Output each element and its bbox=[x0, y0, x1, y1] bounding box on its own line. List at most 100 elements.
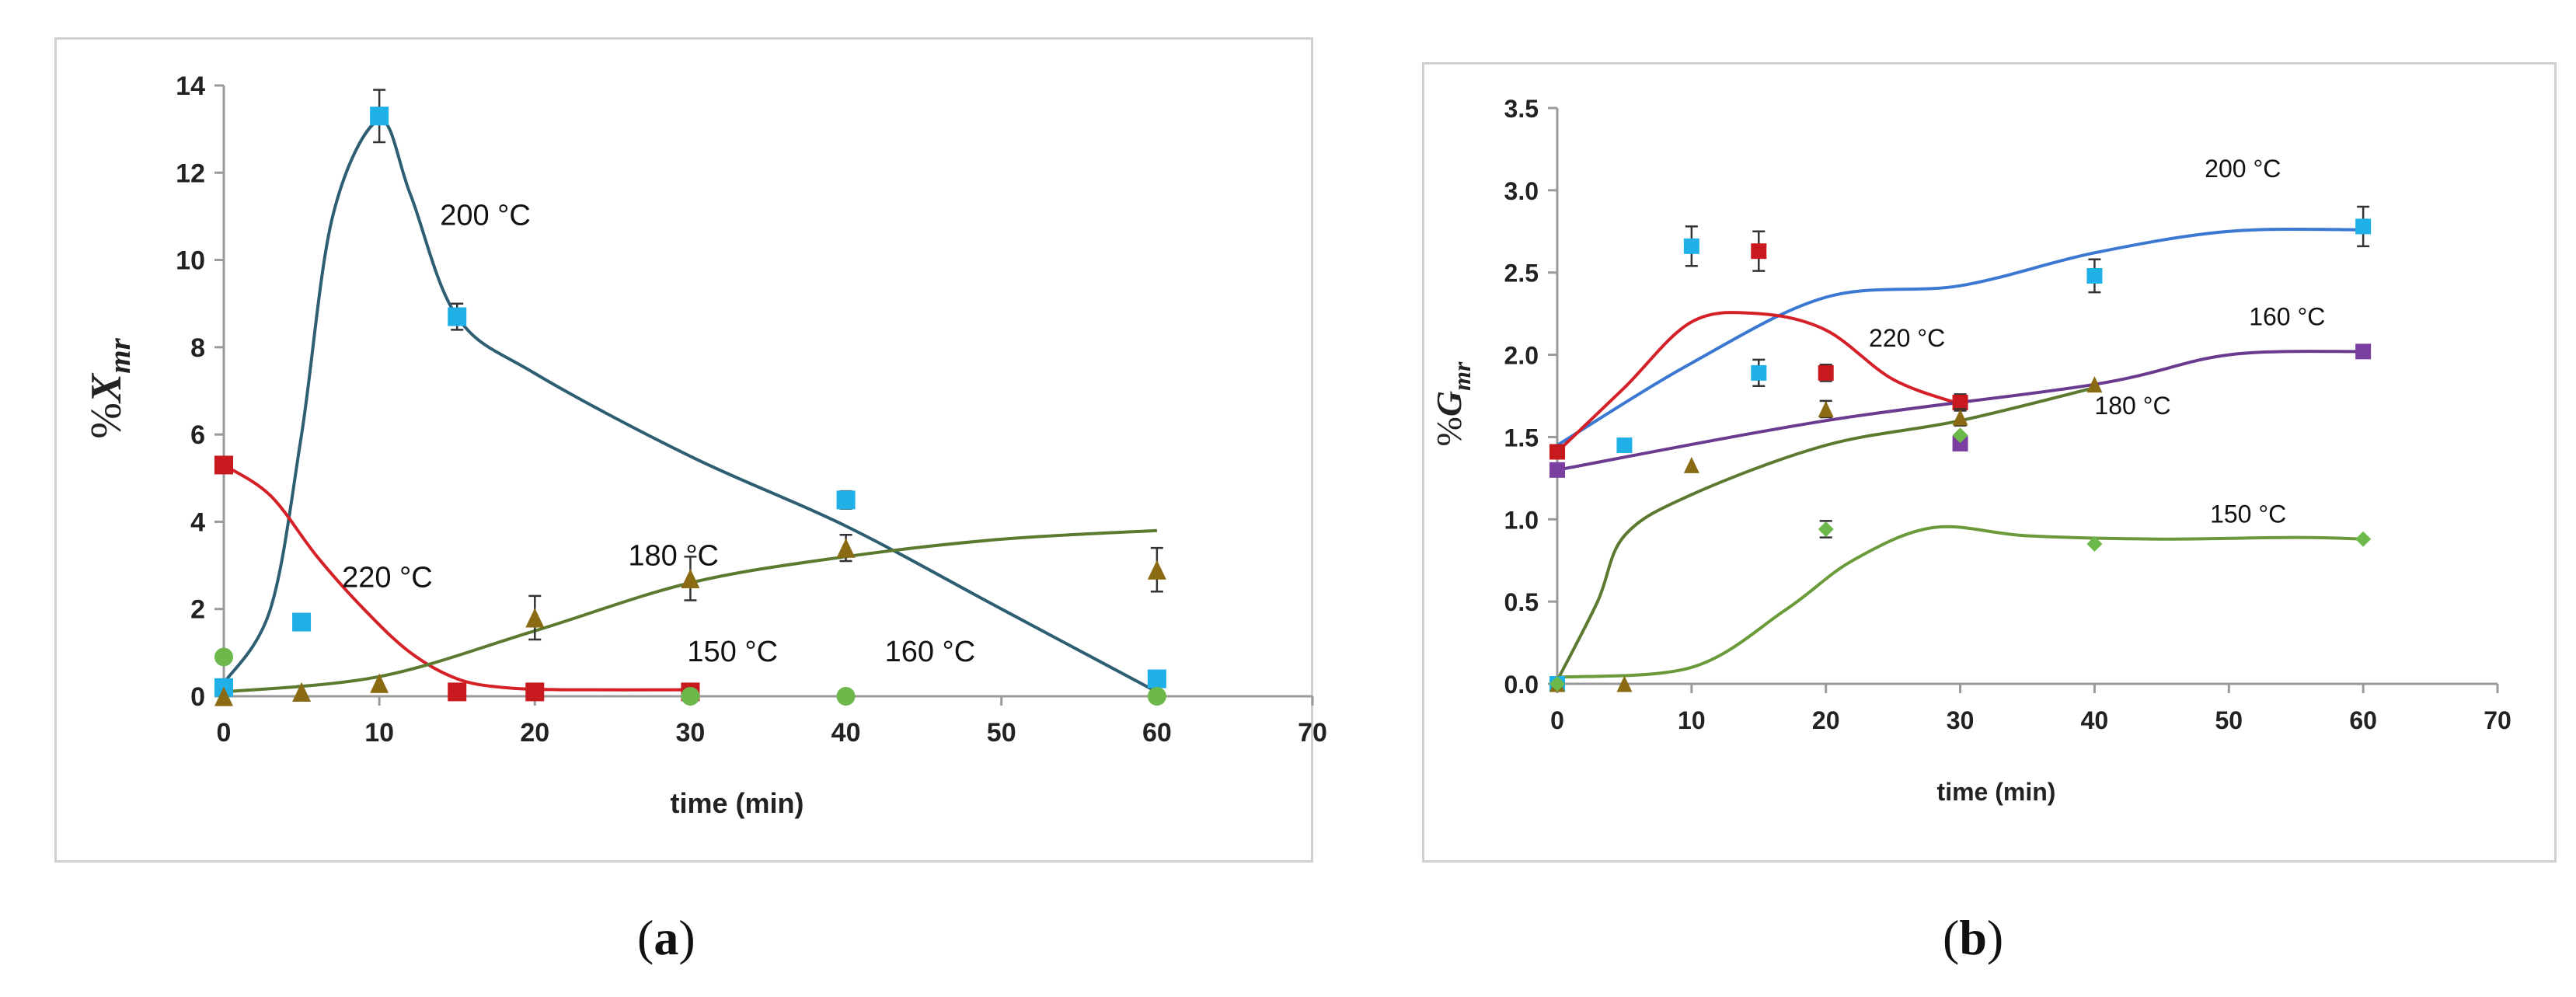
data-point-200c bbox=[1751, 364, 1767, 381]
curve-label-180c: 180 °C bbox=[628, 540, 719, 573]
y-tick-label: 6 bbox=[190, 420, 205, 450]
y-tick-label: 8 bbox=[190, 333, 205, 363]
data-point-220c bbox=[214, 455, 233, 475]
data-point-180c bbox=[2086, 376, 2103, 393]
y-tick-label: 14 bbox=[176, 71, 205, 101]
data-point-200c bbox=[836, 490, 856, 510]
data-point-180c bbox=[1683, 456, 1699, 473]
x-tick-label: 0 bbox=[1550, 706, 1564, 734]
y-tick-label: 2.0 bbox=[1504, 342, 1539, 370]
data-point-200c bbox=[2355, 218, 2372, 235]
data-point-180c bbox=[1952, 409, 1968, 426]
data-point-150c bbox=[1818, 521, 1834, 537]
x-axis-label: time (min) bbox=[1937, 778, 2056, 806]
x-tick-label: 70 bbox=[1298, 718, 1327, 748]
data-point-150c bbox=[681, 687, 700, 706]
y-tick-label: 0.0 bbox=[1504, 671, 1539, 699]
x-tick-label: 30 bbox=[676, 718, 706, 748]
data-point-180c bbox=[292, 682, 312, 702]
curve-label-160c: 160 °C bbox=[885, 636, 976, 668]
curve-label-150c: 150 °C bbox=[687, 636, 778, 668]
y-axis-label-prefix: % bbox=[82, 403, 131, 439]
x-tick-label: 60 bbox=[2349, 706, 2377, 734]
y-tick-label: 2 bbox=[190, 595, 205, 625]
data-point-220c bbox=[525, 682, 545, 702]
chart-panel-a bbox=[54, 37, 1313, 863]
x-tick-label: 60 bbox=[1142, 718, 1172, 748]
x-tick-label: 20 bbox=[1812, 706, 1840, 734]
caption-b-letter: b bbox=[1959, 910, 1987, 965]
curve-label-180c: 180 °C bbox=[2094, 392, 2170, 420]
y-axis-label-sub: mr bbox=[103, 337, 137, 373]
x-tick-label: 50 bbox=[987, 718, 1016, 748]
curve-label-200c: 200 °C bbox=[2205, 155, 2281, 183]
x-tick-label: 10 bbox=[364, 718, 394, 748]
curve-220c bbox=[1556, 311, 1961, 453]
y-axis-label-var: G bbox=[1429, 391, 1469, 417]
x-tick-label: 10 bbox=[1678, 706, 1706, 734]
curve-200c bbox=[1556, 227, 2364, 447]
data-point-150c bbox=[214, 647, 233, 667]
caption-a-letter: a bbox=[654, 910, 679, 965]
y-axis-label: %Gmr bbox=[1429, 361, 1476, 446]
data-point-150c bbox=[2086, 536, 2103, 553]
curve-160c bbox=[1556, 350, 2364, 472]
curve-150c bbox=[1556, 525, 2364, 679]
data-point-150c bbox=[1952, 427, 1968, 444]
x-tick-label: 30 bbox=[1947, 706, 1975, 734]
x-axis-label: time (min) bbox=[670, 787, 803, 819]
y-tick-label: 3.0 bbox=[1504, 177, 1539, 205]
x-tick-label: 40 bbox=[2081, 706, 2109, 734]
y-tick-label: 3.5 bbox=[1504, 95, 1539, 123]
curve-label-200c: 200 °C bbox=[440, 200, 531, 232]
data-point-200c bbox=[1147, 669, 1166, 688]
y-tick-label: 0 bbox=[190, 682, 205, 712]
data-point-160c bbox=[1952, 435, 1968, 451]
data-point-220c bbox=[1751, 243, 1767, 260]
data-point-150c bbox=[836, 687, 856, 706]
chart-b: 0 10 20 30 40 50 60 70 0.0 0.5 1.0 1.5 2.0 2.5 3.0 3.5 t… bbox=[1429, 95, 2512, 806]
y-tick-label: 1.5 bbox=[1504, 424, 1539, 451]
data-point-200c bbox=[292, 612, 312, 632]
data-point-220c bbox=[1952, 394, 1968, 410]
data-point-220c bbox=[1818, 364, 1834, 381]
curve-label-160c: 160 °C bbox=[2249, 302, 2325, 330]
data-point-200c bbox=[1616, 437, 1633, 454]
y-tick-label: 0.5 bbox=[1504, 588, 1539, 616]
chart-panel-b bbox=[1422, 62, 2557, 863]
x-tick-label: 50 bbox=[2215, 706, 2243, 734]
data-point-180c bbox=[1616, 675, 1633, 692]
y-tick-label: 10 bbox=[176, 246, 205, 276]
x-tick-label: 70 bbox=[2484, 706, 2512, 734]
y-tick-label: 1.0 bbox=[1504, 506, 1539, 534]
data-point-160c bbox=[1549, 462, 1565, 478]
data-point-180c bbox=[1147, 560, 1166, 580]
y-tick-label: 4 bbox=[190, 507, 205, 537]
curve-180c bbox=[1556, 385, 2095, 682]
caption-a: (a) bbox=[637, 910, 695, 965]
curve-200c bbox=[222, 118, 1158, 694]
y-axis-label-var: X bbox=[82, 372, 131, 404]
data-point-180c bbox=[525, 608, 545, 628]
data-point-200c bbox=[370, 106, 389, 126]
y-axis-label: %Xmr bbox=[82, 337, 137, 438]
curve-label-150c: 150 °C bbox=[2210, 500, 2286, 528]
y-tick-label: 12 bbox=[176, 159, 205, 188]
data-point-160c bbox=[2355, 343, 2372, 360]
data-point-220c bbox=[1549, 444, 1565, 460]
data-point-180c bbox=[370, 673, 389, 693]
curve-label-220c: 220 °C bbox=[1869, 324, 1945, 352]
x-tick-label: 20 bbox=[520, 718, 549, 748]
data-point-200c bbox=[1683, 238, 1699, 254]
caption-b: (b) bbox=[1943, 910, 2004, 965]
data-point-180c bbox=[214, 686, 233, 706]
data-point-180c bbox=[1818, 400, 1834, 417]
data-point-150c bbox=[2355, 531, 2372, 547]
x-tick-label: 0 bbox=[217, 718, 232, 748]
y-tick-label: 2.5 bbox=[1504, 260, 1539, 288]
data-point-180c bbox=[836, 538, 856, 558]
data-point-150c bbox=[1549, 676, 1565, 692]
data-point-150c bbox=[1147, 687, 1166, 706]
